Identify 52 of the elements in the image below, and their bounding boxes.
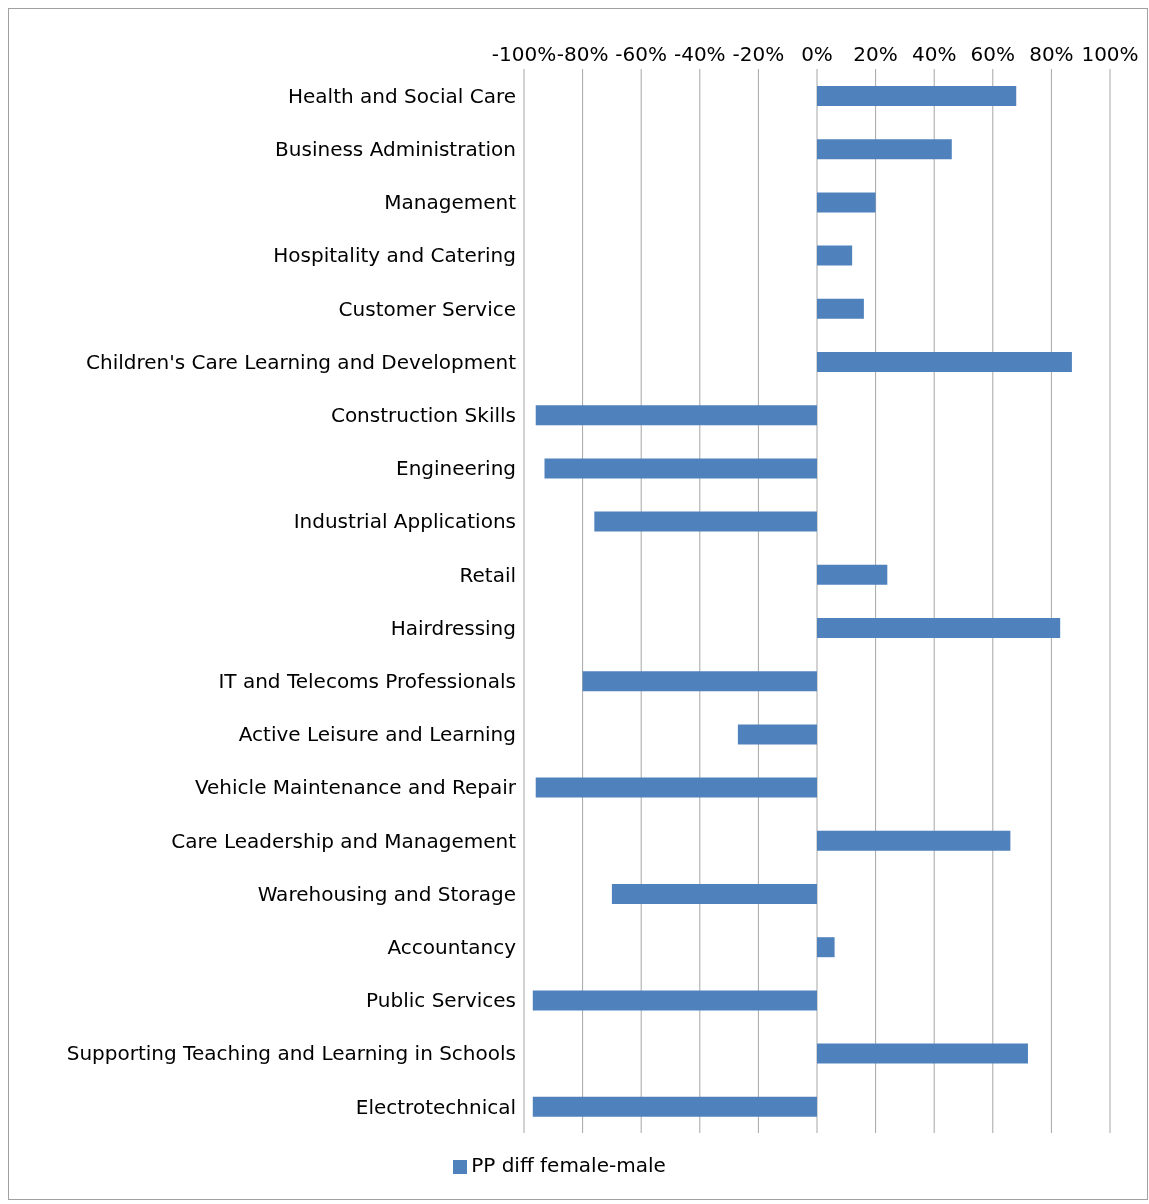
bar xyxy=(817,937,835,958)
y-tick-label: Supporting Teaching and Learning in Schools xyxy=(66,1041,516,1066)
bar xyxy=(817,139,952,160)
bar xyxy=(532,990,817,1011)
bar xyxy=(535,405,817,426)
y-tick-label: Vehicle Maintenance and Repair xyxy=(194,775,517,800)
y-tick-label: Hospitality and Catering xyxy=(273,243,516,268)
x-tick-label: 80% xyxy=(1029,42,1074,66)
bar xyxy=(737,724,817,745)
bar xyxy=(817,192,876,213)
x-tick-label: 60% xyxy=(970,42,1016,66)
x-tick-label: 0% xyxy=(801,42,833,66)
y-tick-label: Active Leisure and Learning xyxy=(238,722,516,747)
x-tick-label: 100% xyxy=(1081,42,1139,66)
bar xyxy=(817,352,1072,372)
y-tick-label: Warehousing and Storage xyxy=(257,881,516,906)
y-tick-label: Public Services xyxy=(366,988,516,1013)
legend-label: PP diff female-male xyxy=(471,1153,666,1177)
bar xyxy=(582,671,817,692)
y-tick-label: Health and Social Care xyxy=(288,83,516,108)
x-tick-label: -40% xyxy=(673,42,726,66)
x-tick-label: -100% xyxy=(491,42,557,66)
bar xyxy=(817,618,1061,638)
y-tick-label: Industrial Applications xyxy=(293,509,516,534)
bar xyxy=(535,777,817,798)
bar xyxy=(817,298,864,319)
x-tick-label: -80% xyxy=(556,42,609,66)
bar xyxy=(817,830,1011,851)
y-tick-label: Hairdressing xyxy=(390,615,516,640)
x-tick-label: -20% xyxy=(732,42,785,66)
y-tick-label: Construction Skills xyxy=(330,402,516,427)
y-tick-label: Management xyxy=(384,190,517,215)
bar xyxy=(611,884,817,904)
x-tick-label: 40% xyxy=(911,42,957,66)
y-tick-label: Accountancy xyxy=(387,934,517,959)
y-tick-label: Customer Service xyxy=(338,296,516,321)
y-tick-label: Electrotechnical xyxy=(355,1094,516,1119)
bar xyxy=(594,511,817,532)
y-tick-label: Children's Care Learning and Development xyxy=(86,349,517,374)
y-tick-label: Business Administration xyxy=(275,136,516,161)
bar xyxy=(817,1043,1028,1064)
bar xyxy=(817,245,853,266)
y-tick-label: Engineering xyxy=(396,456,516,481)
x-tick-label: -60% xyxy=(615,42,668,66)
y-tick-label: Retail xyxy=(459,562,516,587)
bar xyxy=(817,86,1017,106)
y-tick-label: Care Leadership and Management xyxy=(171,828,517,853)
bar xyxy=(544,458,817,479)
bar xyxy=(532,1096,817,1117)
bar xyxy=(817,564,888,585)
y-tick-label: IT and Telecoms Professionals xyxy=(218,668,516,693)
x-tick-label: 20% xyxy=(853,42,898,66)
